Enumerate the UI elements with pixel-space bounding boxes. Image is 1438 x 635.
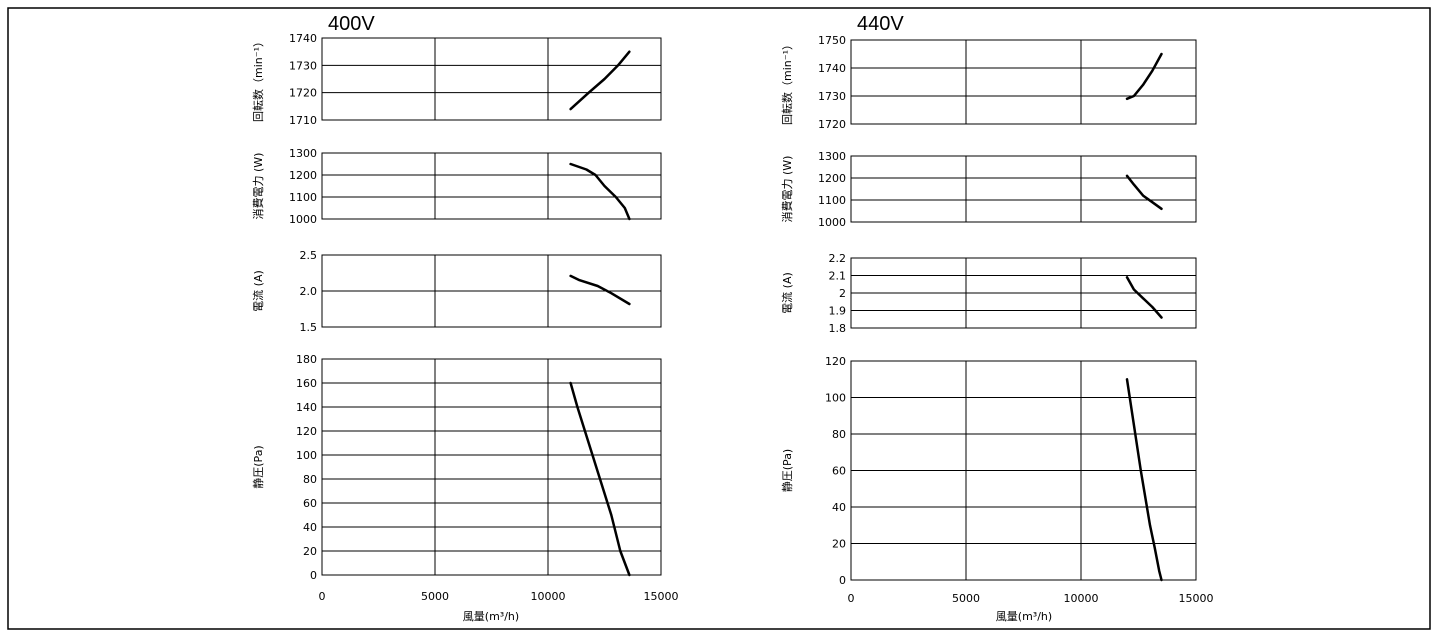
y-tick-label: 140: [296, 401, 317, 414]
y-tick-label: 2.1: [829, 270, 847, 283]
y-tick-label: 1720: [818, 118, 846, 131]
y-tick-label: 60: [303, 497, 317, 510]
chart-title: 440V: [857, 13, 904, 35]
y-tick-label: 1300: [818, 150, 846, 163]
x-tick-label: 15000: [1179, 592, 1214, 605]
y-tick-label: 1740: [289, 32, 317, 45]
y-tick-label: 2.0: [300, 285, 318, 298]
y-tick-label: 1.5: [300, 321, 318, 334]
y-tick-label: 1.9: [829, 305, 847, 318]
y-tick-label: 0: [839, 574, 846, 587]
y-tick-label: 1.8: [829, 322, 847, 335]
y-tick-label: 1750: [818, 34, 846, 47]
panel-3: 1.5 2.0 2.5 電流 (A): [251, 249, 662, 334]
y-tick-label: 40: [832, 501, 846, 514]
y-tick-label: 1710: [289, 114, 317, 127]
x-axis-label: 風量(m³/h): [996, 610, 1052, 623]
series-line: [569, 274, 631, 306]
y-tick-label: 100: [296, 449, 317, 462]
y-tick-label: 1000: [818, 216, 846, 229]
panel-3: 1.8 1.9 2 2.1 2.2 電流 (A): [780, 252, 1197, 335]
y-tick-label: 160: [296, 377, 317, 390]
plot-area: [321, 37, 662, 121]
y-tick-label: 1730: [818, 90, 846, 103]
panel-4: 0 20 40 60 80 100 120 140 160 180 静圧(Pa): [251, 353, 662, 582]
y-tick-label: 1730: [289, 59, 317, 72]
x-tick-label: 5000: [952, 592, 980, 605]
y-axis-label: 回転数（min⁻¹）: [252, 36, 265, 122]
panel-4: 0 20 40 60 80 100 120 静圧(Pa): [780, 355, 1197, 587]
y-tick-label: 1720: [289, 87, 317, 100]
y-axis-label: 電流 (A): [251, 270, 265, 312]
y-tick-label: 2.2: [829, 252, 847, 265]
y-tick-label: 1100: [818, 194, 846, 207]
y-tick-label: 60: [832, 465, 846, 478]
outer-frame: [7, 7, 1431, 630]
y-tick-label: 1200: [818, 172, 846, 185]
y-tick-label: 1000: [289, 213, 317, 226]
y-tick-label: 180: [296, 353, 317, 366]
x-tick-label: 15000: [644, 590, 679, 603]
y-tick-label: 120: [825, 355, 846, 368]
y-axis-label: 回転数（min⁻¹）: [781, 39, 794, 125]
y-tick-label: 1100: [289, 191, 317, 204]
panel-1: 1710 1720 1730 1740 回転数（min⁻¹）: [252, 32, 662, 127]
y-tick-label: 1300: [289, 147, 317, 160]
x-tick-label: 10000: [531, 590, 566, 603]
plot-area: [321, 358, 662, 576]
series-line: [569, 381, 631, 577]
y-tick-label: 40: [303, 521, 317, 534]
plot-area: [850, 155, 1197, 223]
series-line: [1125, 52, 1163, 101]
chart-title: 400V: [328, 13, 375, 35]
series-line: [1125, 276, 1163, 319]
y-tick-label: 2.5: [300, 249, 318, 262]
y-tick-label: 1740: [818, 62, 846, 75]
panel-2: 1000 1100 1200 1300 消費電力 (W): [780, 150, 1197, 229]
y-axis-label: 電流 (A): [780, 272, 794, 314]
plot-area: [321, 152, 662, 220]
y-tick-label: 80: [303, 473, 317, 486]
y-tick-label: 80: [832, 428, 846, 441]
y-tick-label: 2: [839, 287, 846, 300]
y-tick-label: 120: [296, 425, 317, 438]
x-tick-label: 0: [319, 590, 326, 603]
x-axis-label: 風量(m³/h): [463, 610, 519, 623]
y-tick-label: 100: [825, 392, 846, 405]
x-tick-label: 10000: [1064, 592, 1099, 605]
y-axis-label: 静圧(Pa): [780, 449, 794, 492]
series-line: [569, 50, 631, 111]
y-axis-label: 消費電力 (W): [251, 153, 265, 220]
y-tick-label: 1200: [289, 169, 317, 182]
chart-2: 440V1720173017401750回転数（min⁻¹）1000110012…: [780, 13, 1214, 623]
y-axis-label: 静圧(Pa): [251, 445, 265, 488]
panel-1: 1720 1730 1740 1750 回転数（min⁻¹）: [781, 34, 1197, 131]
x-tick-label: 0: [848, 592, 855, 605]
y-axis-label: 消費電力 (W): [780, 156, 794, 223]
plot-area: [850, 39, 1197, 125]
y-tick-label: 0: [310, 569, 317, 582]
series-line: [1125, 174, 1163, 211]
panel-2: 1000 1100 1200 1300 消費電力 (W): [251, 147, 662, 226]
series-line: [569, 162, 631, 221]
series-line: [1125, 378, 1163, 582]
x-tick-label: 5000: [421, 590, 449, 603]
y-tick-label: 20: [832, 538, 846, 551]
chart-1: 400V1710172017301740回転数（min⁻¹）1000110012…: [251, 13, 679, 623]
y-tick-label: 20: [303, 545, 317, 558]
